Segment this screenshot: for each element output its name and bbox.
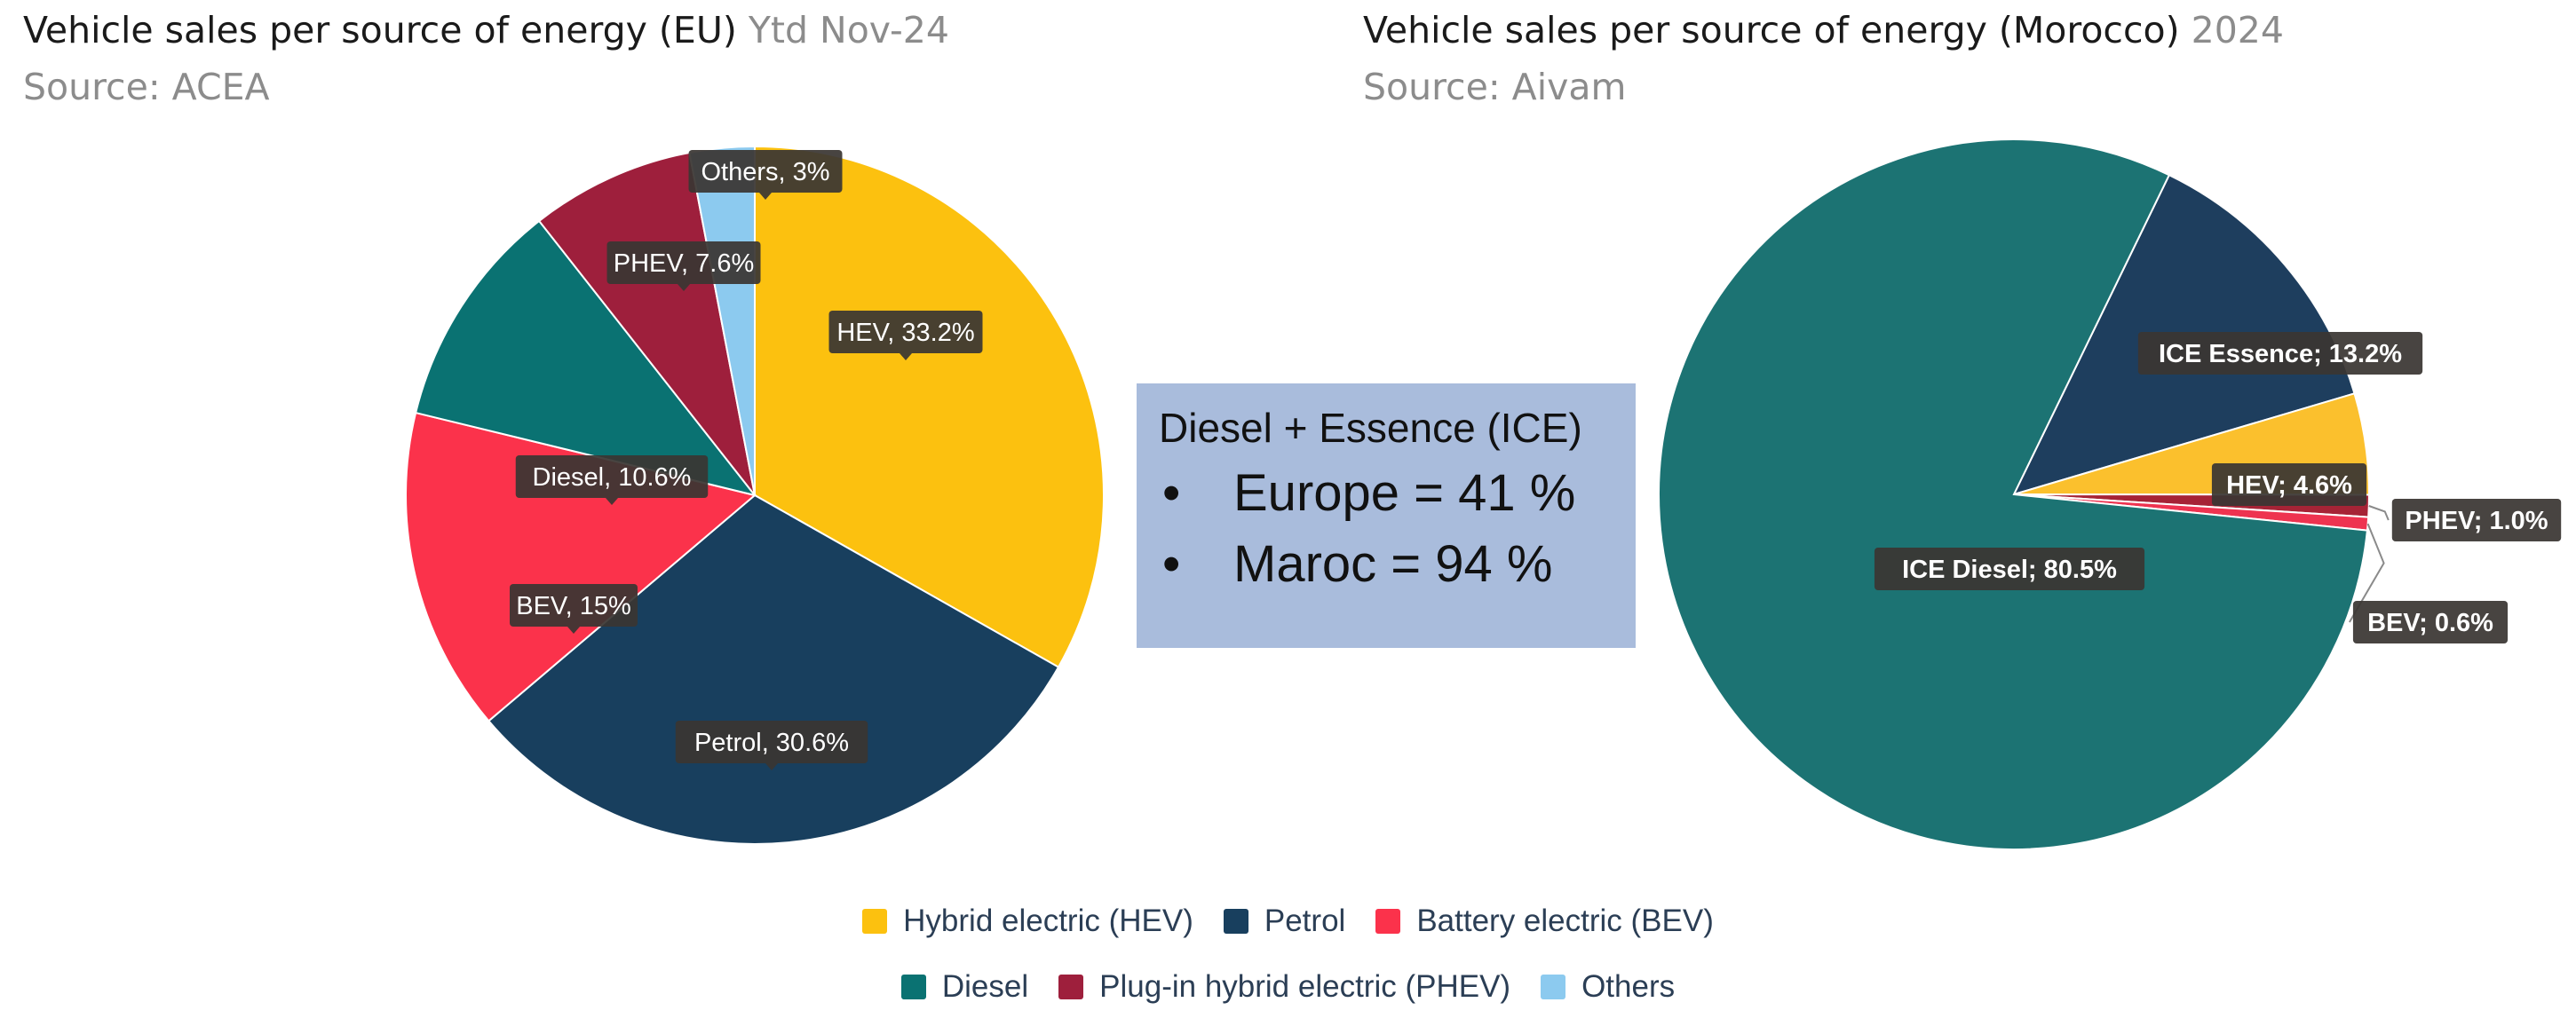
legend-item-petrol: Petrol	[1223, 904, 1346, 939]
legend-swatch	[1541, 975, 1566, 999]
ma-label-phev-bg	[2391, 499, 2562, 541]
ma-label-ice-diesel-bg	[1874, 548, 2145, 590]
ma-label-phev-text: PHEV; 1.0%	[2405, 507, 2548, 535]
legend-swatch	[900, 975, 926, 999]
callout-item-text: Europe = 41 %	[1233, 464, 1576, 522]
eu-label-others-pointer	[759, 193, 772, 200]
ma-label-ice-diesel: ICE Diesel; 80.5%	[1874, 548, 2145, 590]
eu-slice-diesel	[414, 219, 757, 497]
ma-label-ice-essence-bg	[2137, 332, 2423, 375]
ice-share-callout: Diesel + Essence (ICE) • Europe = 41 % • M…	[1137, 383, 1636, 648]
legend-swatch	[1375, 909, 1401, 934]
eu-slice-plug-in-hybrid-electric-phev	[537, 151, 756, 496]
eu-title-subtitle: Ytd Nov-24	[748, 9, 949, 51]
eu-slice-petrol	[487, 493, 1060, 845]
legend-item-phev: Plug-in hybrid electric (PHEV)	[1058, 969, 1510, 1005]
eu-label-diesel-text: Diesel, 10.6%	[533, 463, 692, 492]
eu-label-petrol: Petrol, 30.6%	[675, 721, 868, 770]
ma-label-phev: PHEV; 1.0%	[2391, 499, 2562, 541]
ma-label-ice-diesel-text: ICE Diesel; 80.5%	[1902, 556, 2117, 584]
eu-label-hybrid-electric-hev: HEV, 33.2%	[828, 311, 983, 360]
eu-label-plug-in-hybrid-electric-phev-bg	[606, 241, 761, 284]
legend-label: Diesel	[941, 969, 1029, 1004]
legend-label: Others	[1581, 969, 1676, 1004]
ma-label-bev: BEV; 0.6%	[2352, 601, 2509, 643]
ma-chart-source: Source: Aivam	[1363, 66, 1627, 108]
callout-item-text: Maroc = 94 %	[1233, 535, 1553, 593]
eu-chart-title: Vehicle sales per source of energy (EU) …	[23, 9, 949, 51]
ma-chart-title: Vehicle sales per source of energy (Moro…	[1363, 9, 2284, 51]
ma-label-hev-bg	[2211, 463, 2367, 506]
ma-label-bev-bg	[2352, 601, 2509, 643]
eu-label-plug-in-hybrid-electric-phev-pointer	[678, 284, 690, 291]
eu-slice-hybrid-electric-hev	[754, 145, 1105, 669]
callout-item-maroc: • Maroc = 94 %	[1159, 529, 1636, 600]
legend-label: Hybrid electric (HEV)	[903, 904, 1193, 938]
eu-label-plug-in-hybrid-electric-phev: PHEV, 7.6%	[606, 241, 761, 291]
eu-label-battery-electric-bev: BEV, 15%	[510, 584, 638, 634]
ma-label-bev-text: BEV; 0.6%	[2367, 609, 2493, 637]
eu-label-others: Others, 3%	[688, 150, 843, 200]
legend-row-2: Diesel Plug-in hybrid electric (PHEV) Ot…	[0, 969, 2576, 1005]
eu-label-battery-electric-bev-pointer	[567, 627, 580, 634]
eu-label-hybrid-electric-hev-bg	[828, 311, 983, 353]
eu-title-text: Vehicle sales per source of energy (EU)	[23, 9, 737, 51]
legend-item-diesel: Diesel	[900, 969, 1029, 1005]
legend-row-1: Hybrid electric (HEV) Petrol Battery ele…	[0, 904, 2576, 939]
eu-label-others-text: Others, 3%	[701, 158, 829, 186]
ma-label-ice-essence-text: ICE Essence; 13.2%	[2159, 340, 2402, 368]
ma-title-text: Vehicle sales per source of energy (Moro…	[1363, 9, 2180, 51]
callout-list: • Europe = 41 % • Maroc = 94 %	[1159, 458, 1636, 600]
legend-item-hev: Hybrid electric (HEV)	[862, 904, 1193, 939]
eu-label-diesel: Diesel, 10.6%	[515, 455, 709, 505]
eu-label-plug-in-hybrid-electric-phev-text: PHEV, 7.6%	[614, 249, 755, 278]
eu-label-battery-electric-bev-text: BEV, 15%	[516, 592, 631, 620]
bullet-glyph: •	[1162, 535, 1181, 593]
ma-label-hev-text: HEV; 4.6%	[2226, 471, 2352, 500]
eu-chart-source: Source: ACEA	[23, 66, 270, 108]
bullet-glyph: •	[1162, 464, 1181, 522]
legend-item-bev: Battery electric (BEV)	[1375, 904, 1714, 939]
eu-label-diesel-bg	[515, 455, 709, 498]
callout-item-europe: • Europe = 41 %	[1159, 458, 1636, 529]
ma-label-ice-essence: ICE Essence; 13.2%	[2137, 332, 2423, 375]
eu-label-petrol-pointer	[765, 763, 778, 770]
legend-swatch	[862, 909, 888, 934]
callout-title: Diesel + Essence (ICE)	[1159, 405, 1582, 451]
ma-pie-chart: ICE Essence; 13.2% HEV; 4.6% PHEV; 1.0% BEV…	[1658, 138, 2562, 850]
legend-item-others: Others	[1541, 969, 1675, 1005]
legend-swatch	[1058, 975, 1084, 999]
eu-label-diesel-pointer	[606, 498, 618, 505]
legend-label: Battery electric (BEV)	[1416, 904, 1714, 938]
legend-label: Petrol	[1264, 904, 1346, 938]
legend-label: Plug-in hybrid electric (PHEV)	[1099, 969, 1511, 1004]
ma-label-hev: HEV; 4.6%	[2211, 463, 2367, 506]
ma-slice-ice-diesel	[1658, 138, 2369, 850]
eu-label-battery-electric-bev-bg	[510, 584, 638, 627]
eu-label-hybrid-electric-hev-pointer	[900, 353, 912, 360]
eu-label-hybrid-electric-hev-text: HEV, 33.2%	[836, 319, 974, 347]
ma-title-subtitle: 2024	[2191, 9, 2284, 51]
legend-swatch	[1223, 909, 1248, 934]
eu-label-petrol-text: Petrol, 30.6%	[694, 729, 849, 757]
eu-pie-chart: HEV, 33.2% Petrol, 30.6% BEV, 15% Diesel, 1…	[405, 145, 1105, 845]
ma-leader-phev	[2368, 505, 2390, 521]
eu-label-others-bg	[688, 150, 843, 193]
eu-label-petrol-bg	[675, 721, 868, 763]
